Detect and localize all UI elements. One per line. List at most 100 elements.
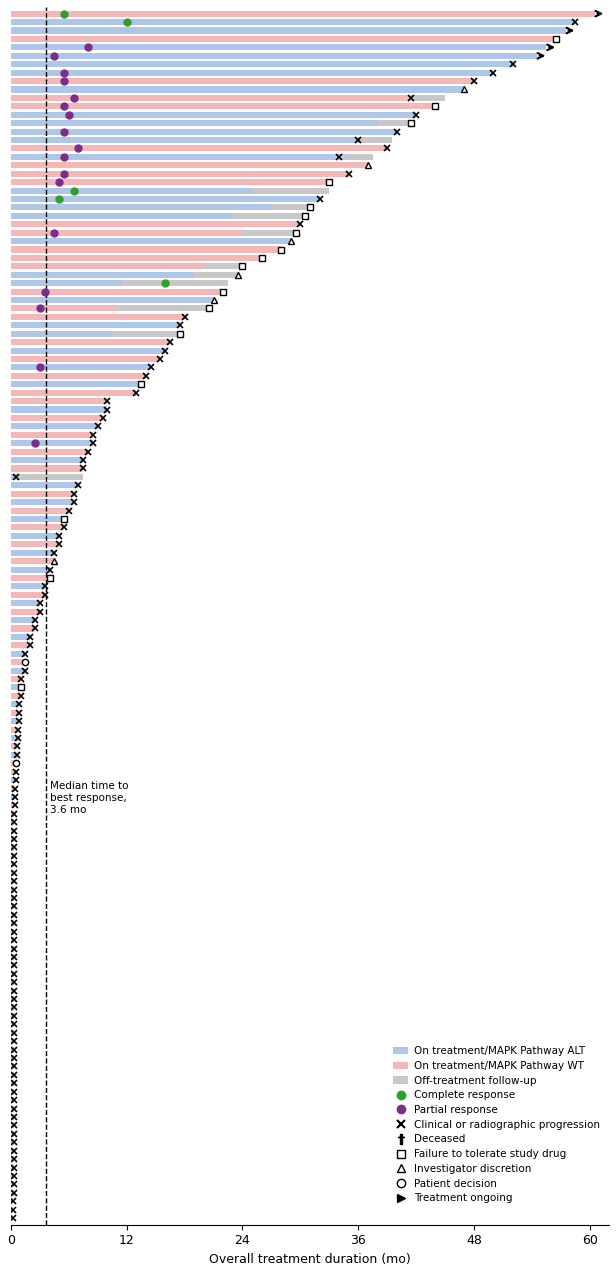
Bar <box>11 1105 14 1111</box>
Bar <box>11 904 14 909</box>
Bar <box>11 52 537 59</box>
Bar <box>11 735 18 741</box>
Bar <box>11 322 180 328</box>
Bar <box>11 466 83 471</box>
Bar <box>11 769 16 775</box>
Bar <box>272 205 310 210</box>
Bar <box>11 1063 14 1069</box>
Bar <box>11 1165 14 1171</box>
Bar <box>11 103 436 109</box>
Bar <box>11 95 411 101</box>
Bar <box>11 1046 14 1053</box>
Bar <box>339 154 373 160</box>
Bar <box>11 381 141 387</box>
Bar <box>11 187 252 193</box>
Bar <box>11 499 74 505</box>
Bar <box>11 448 88 454</box>
Bar <box>11 718 18 724</box>
Bar <box>11 45 546 51</box>
Bar <box>11 1130 14 1137</box>
Bar <box>11 878 14 885</box>
Bar <box>11 1004 14 1011</box>
Bar <box>11 10 594 17</box>
Bar <box>11 289 223 294</box>
Bar <box>11 895 14 901</box>
Bar <box>11 137 359 143</box>
Text: Median time to
best response,
3.6 mo: Median time to best response, 3.6 mo <box>49 782 128 815</box>
Bar <box>11 827 14 834</box>
Bar <box>378 120 411 126</box>
Bar <box>11 953 14 960</box>
Bar <box>11 490 74 496</box>
Bar <box>11 255 262 261</box>
Bar <box>11 406 107 412</box>
Bar <box>11 112 416 118</box>
Bar <box>11 625 35 631</box>
Bar <box>11 1114 14 1120</box>
Bar <box>11 727 18 732</box>
Bar <box>11 583 45 589</box>
Bar <box>11 432 93 438</box>
Bar <box>11 1055 14 1062</box>
Bar <box>112 331 180 337</box>
Bar <box>11 659 25 666</box>
Bar <box>11 794 15 799</box>
Bar <box>11 667 25 673</box>
Bar <box>11 348 165 354</box>
Bar <box>11 331 112 337</box>
Bar <box>11 457 83 463</box>
Bar <box>11 995 14 1002</box>
Bar <box>11 844 14 850</box>
Bar <box>11 271 194 278</box>
Bar <box>11 676 20 682</box>
Bar <box>11 280 122 286</box>
Bar <box>11 929 14 934</box>
Bar <box>11 685 20 690</box>
Bar <box>11 853 14 859</box>
Bar <box>11 171 349 177</box>
Legend: On treatment/MAPK Pathway ALT, On treatment/MAPK Pathway WT, Off-treatment follo: On treatment/MAPK Pathway ALT, On treatm… <box>389 1043 604 1207</box>
Bar <box>11 1088 14 1095</box>
Bar <box>11 398 107 404</box>
Bar <box>11 1039 14 1044</box>
Bar <box>11 558 54 564</box>
Bar <box>11 701 18 708</box>
Bar <box>11 356 161 362</box>
Bar <box>11 566 49 573</box>
Bar <box>11 836 14 841</box>
Bar <box>11 474 16 480</box>
Bar <box>11 946 14 951</box>
Bar <box>11 196 320 202</box>
Bar <box>11 1123 14 1128</box>
Bar <box>11 651 25 657</box>
Bar <box>11 314 185 320</box>
Bar <box>11 962 14 969</box>
Bar <box>11 1148 14 1153</box>
Bar <box>11 339 170 345</box>
Bar <box>11 373 146 379</box>
X-axis label: Overall treatment duration (mo): Overall treatment duration (mo) <box>209 1253 411 1267</box>
Bar <box>11 70 493 75</box>
Bar <box>11 424 98 429</box>
Bar <box>11 524 64 531</box>
Bar <box>11 634 30 640</box>
Bar <box>11 1181 14 1188</box>
Bar <box>11 482 78 489</box>
Bar <box>117 306 209 312</box>
Bar <box>11 811 14 817</box>
Bar <box>11 1198 13 1204</box>
Bar <box>11 575 49 580</box>
Bar <box>11 1072 14 1078</box>
Bar <box>11 617 35 622</box>
Bar <box>11 1172 14 1179</box>
Bar <box>11 911 14 918</box>
Bar <box>11 550 54 556</box>
Bar <box>11 61 513 67</box>
Bar <box>11 533 59 538</box>
Bar <box>11 516 64 522</box>
Bar <box>11 1156 14 1162</box>
Bar <box>359 137 392 143</box>
Bar <box>11 28 565 33</box>
Bar <box>11 1013 14 1018</box>
Bar <box>11 600 40 606</box>
